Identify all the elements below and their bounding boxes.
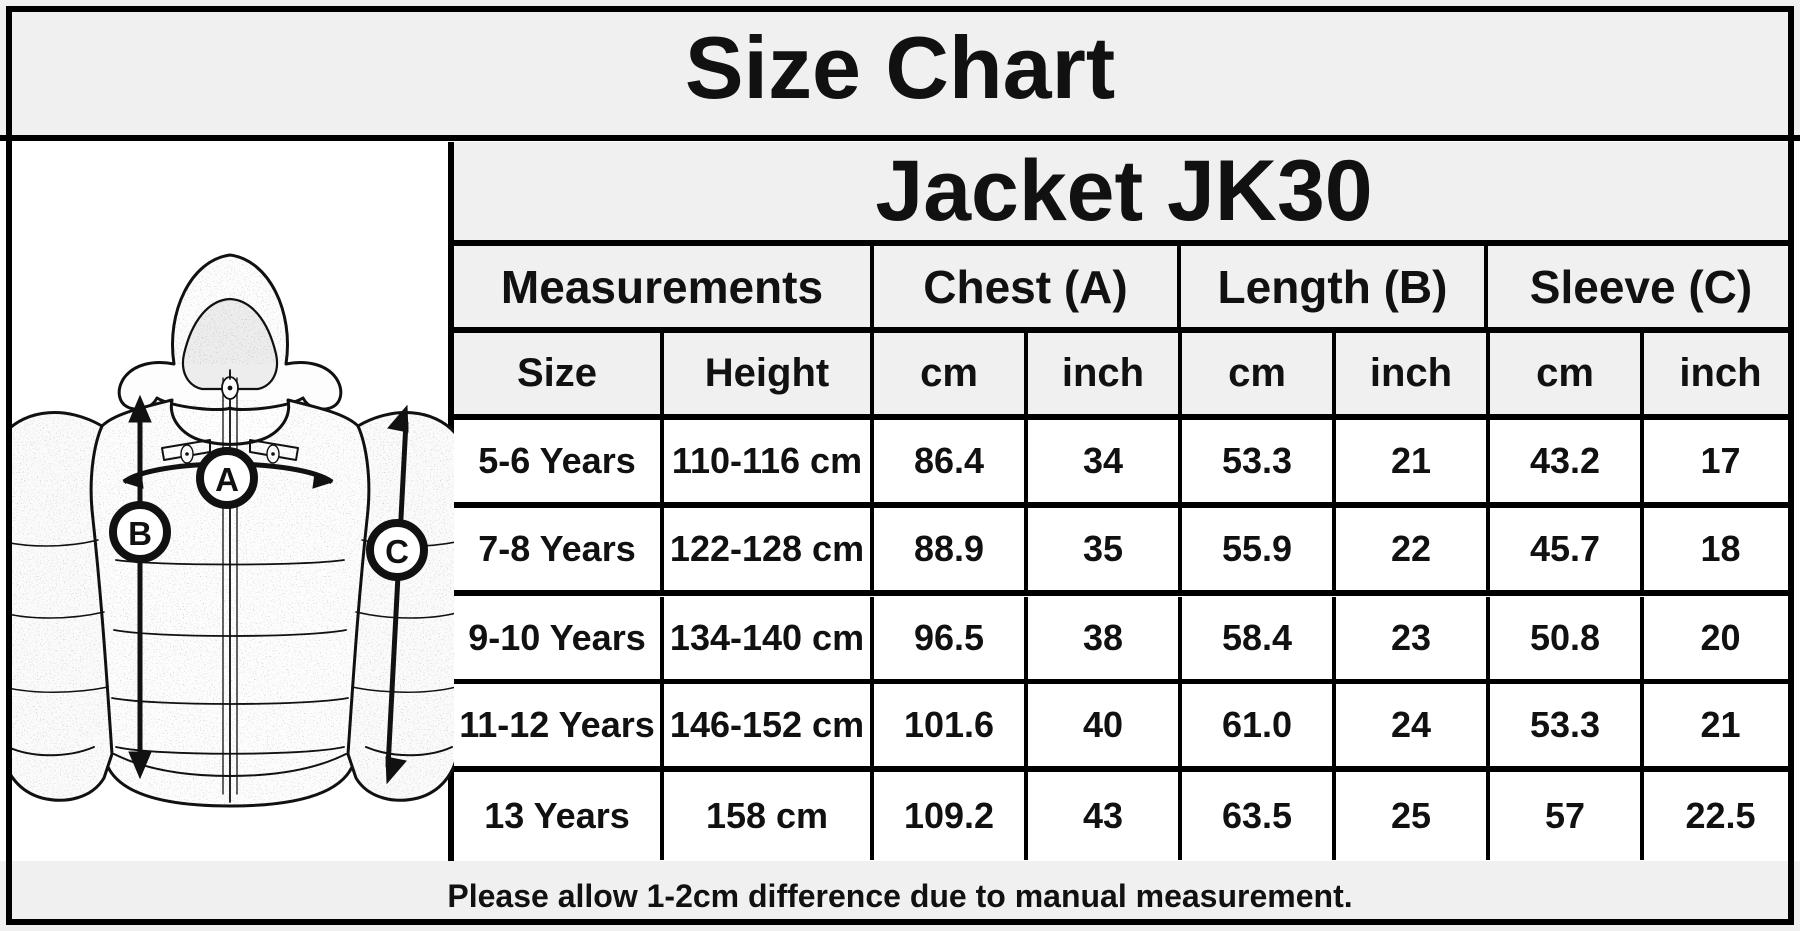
svg-text:A: A [215, 461, 239, 498]
svg-text:B: B [128, 515, 152, 552]
svg-text:C: C [385, 533, 409, 570]
